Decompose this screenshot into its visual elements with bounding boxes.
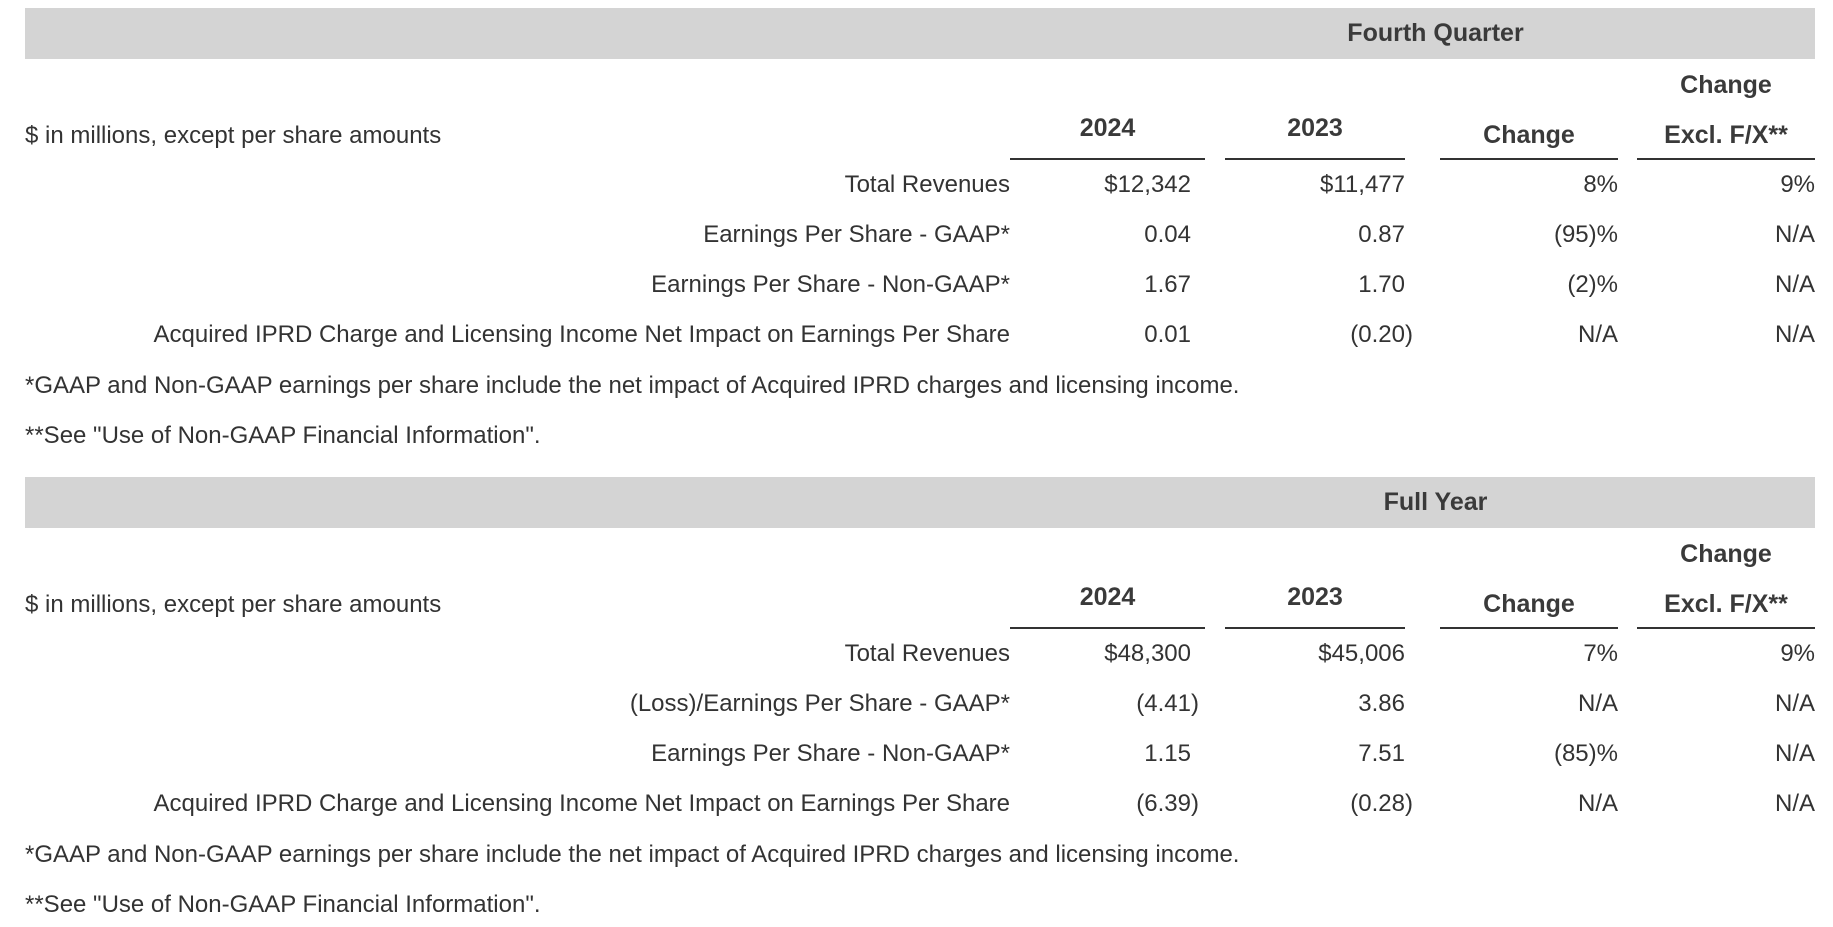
column-header-change: Change [1483, 121, 1575, 149]
column-underline [1637, 158, 1815, 160]
row-label: Acquired IPRD Charge and Licensing Incom… [153, 321, 1010, 348]
column-underline [1440, 627, 1618, 629]
value-current-year: 1.15 [1144, 740, 1191, 767]
row-label: Earnings Per Share - Non-GAAP* [651, 271, 1010, 298]
column-underline [1225, 627, 1405, 629]
table-row: Earnings Per Share - Non-GAAP* 1.15 7.51… [25, 740, 1815, 770]
footnote: *GAAP and Non-GAAP earnings per share in… [25, 841, 1240, 868]
footnote: **See "Use of Non-GAAP Financial Informa… [25, 422, 541, 449]
row-label: Earnings Per Share - GAAP* [703, 221, 1010, 248]
value-change-excl-fx: N/A [1774, 740, 1815, 767]
value-change: N/A [1577, 790, 1618, 817]
value-change-excl-fx: N/A [1774, 690, 1815, 717]
row-label: Total Revenues [844, 171, 1010, 198]
column-underline [1637, 627, 1815, 629]
value-change: N/A [1577, 321, 1618, 348]
value-current-year: 0.01 [1144, 321, 1191, 348]
units-label: $ in millions, except per share amounts [25, 122, 442, 149]
value-change: 7% [1583, 640, 1618, 667]
column-header-change: Change [1483, 590, 1575, 618]
table-row: Acquired IPRD Charge and Licensing Incom… [25, 790, 1815, 820]
value-prior-year: 7.51 [1358, 740, 1405, 767]
value-current-year: (6.39) [1136, 790, 1199, 817]
units-label: $ in millions, except per share amounts [25, 591, 442, 618]
value-prior-year: 0.87 [1358, 221, 1405, 248]
value-change: 8% [1583, 171, 1618, 198]
value-change-excl-fx: N/A [1774, 321, 1815, 348]
section-title: Full Year [1383, 488, 1488, 516]
column-header-change-excl-fx-line1: Change [1680, 540, 1772, 568]
value-change-excl-fx: 9% [1780, 640, 1815, 667]
section-title: Fourth Quarter [1347, 19, 1524, 47]
row-label: Acquired IPRD Charge and Licensing Incom… [153, 790, 1010, 817]
table-row: Acquired IPRD Charge and Licensing Incom… [25, 321, 1815, 351]
column-underline [1010, 158, 1205, 160]
value-current-year: $48,300 [1104, 640, 1191, 667]
column-header-change-excl-fx-line2: Excl. F/X** [1664, 121, 1788, 149]
section-header-band [25, 477, 1815, 528]
value-prior-year: $45,006 [1318, 640, 1405, 667]
value-change: N/A [1577, 690, 1618, 717]
value-prior-year: (0.28) [1350, 790, 1413, 817]
column-header-change-excl-fx-line1: Change [1680, 71, 1772, 99]
column-underline [1010, 627, 1205, 629]
column-underline [1440, 158, 1618, 160]
value-change-excl-fx: N/A [1774, 221, 1815, 248]
table-row: Total Revenues $12,342 $11,477 8% 9% [25, 171, 1815, 201]
row-label: (Loss)/Earnings Per Share - GAAP* [629, 690, 1010, 717]
column-underline [1225, 158, 1405, 160]
section-header-band [25, 8, 1815, 59]
column-header-prior-year: 2023 [1287, 583, 1343, 611]
value-current-year: 0.04 [1144, 221, 1191, 248]
column-header-current-year: 2024 [1079, 114, 1136, 142]
value-prior-year: $11,477 [1320, 171, 1405, 198]
value-change-excl-fx: N/A [1774, 790, 1815, 817]
value-change: (2)% [1567, 271, 1618, 298]
value-prior-year: 1.70 [1358, 271, 1405, 298]
row-label: Total Revenues [844, 640, 1010, 667]
table-row: Earnings Per Share - GAAP* 0.04 0.87 (95… [25, 221, 1815, 251]
row-label: Earnings Per Share - Non-GAAP* [651, 740, 1010, 767]
value-current-year: (4.41) [1136, 690, 1199, 717]
value-current-year: 1.67 [1144, 271, 1191, 298]
table-row: Total Revenues $48,300 $45,006 7% 9% [25, 640, 1815, 670]
value-change: (85)% [1553, 740, 1618, 767]
table-row: (Loss)/Earnings Per Share - GAAP* (4.41)… [25, 690, 1815, 720]
column-header-change-excl-fx-line2: Excl. F/X** [1664, 590, 1788, 618]
value-change-excl-fx: 9% [1780, 171, 1815, 198]
value-prior-year: (0.20) [1350, 321, 1413, 348]
column-header-prior-year: 2023 [1287, 114, 1343, 142]
value-change-excl-fx: N/A [1774, 271, 1815, 298]
table-row: Earnings Per Share - Non-GAAP* 1.67 1.70… [25, 271, 1815, 301]
footnote: *GAAP and Non-GAAP earnings per share in… [25, 372, 1240, 399]
value-change: (95)% [1553, 221, 1618, 248]
footnote: **See "Use of Non-GAAP Financial Informa… [25, 891, 541, 918]
column-header-current-year: 2024 [1079, 583, 1136, 611]
value-current-year: $12,342 [1104, 171, 1191, 198]
value-prior-year: 3.86 [1358, 690, 1405, 717]
